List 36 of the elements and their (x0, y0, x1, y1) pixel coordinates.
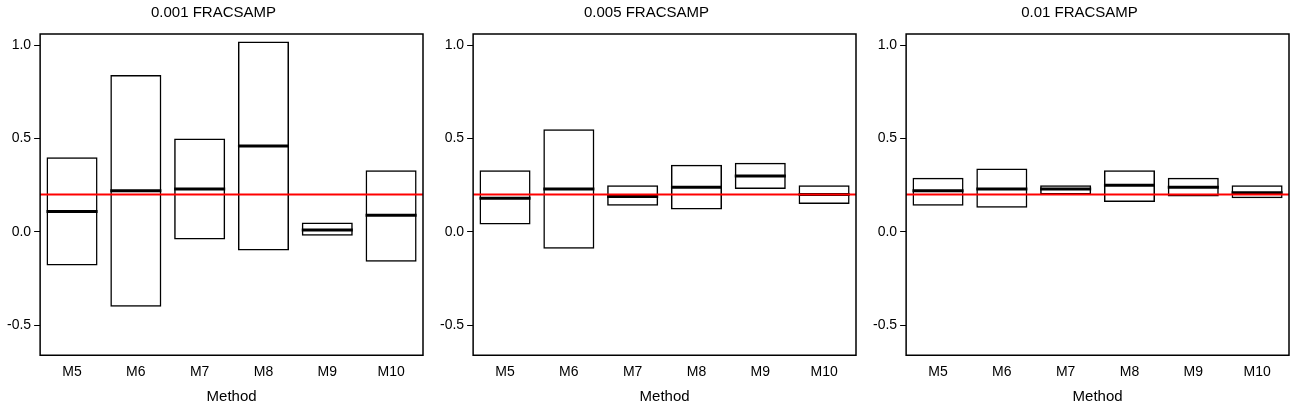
y-tick-label: 0.5 (11, 129, 32, 146)
y-tick-label: 1.0 (11, 36, 32, 53)
chart-title: 0.01 FRACSAMP (1021, 3, 1138, 21)
x-tick-label: M5 (495, 363, 515, 380)
x-axis-title: Method (639, 387, 690, 405)
y-tick-label: 0.0 (877, 222, 898, 239)
y-tick-label: 0.5 (877, 129, 898, 146)
x-tick-label: M8 (686, 363, 707, 380)
x-tick-label: M7 (1055, 363, 1076, 380)
x-tick-label: M10 (377, 363, 405, 380)
x-tick-label: M9 (750, 363, 771, 380)
y-tick-label: -0.5 (7, 316, 32, 333)
x-tick-label: M9 (317, 363, 338, 380)
x-tick-label: M8 (253, 363, 274, 380)
y-tick-label: 0.0 (444, 222, 465, 239)
y-tick-label: 0.0 (11, 222, 32, 239)
x-tick-label: M5 (62, 363, 82, 380)
chart-title: 0.005 FRACSAMP (583, 3, 710, 21)
y-tick-label: -0.5 (440, 316, 465, 333)
y-tick-label: 1.0 (877, 36, 898, 53)
y-tick-label: 0.5 (444, 129, 465, 146)
chart-title: 0.001 FRACSAMP (150, 3, 277, 21)
x-tick-label: M6 (126, 363, 146, 380)
x-axis-title: Method (206, 387, 257, 405)
x-tick-label: M8 (1119, 363, 1140, 380)
x-tick-label: M9 (1183, 363, 1204, 380)
x-tick-label: M7 (189, 363, 210, 380)
x-tick-label: M10 (810, 363, 838, 380)
y-tick-label: 1.0 (444, 36, 465, 53)
x-axis-title: Method (1072, 387, 1123, 405)
x-tick-label: M10 (1243, 363, 1271, 380)
x-tick-label: M6 (559, 363, 579, 380)
x-tick-label: M6 (992, 363, 1012, 380)
y-tick-label: -0.5 (873, 316, 898, 333)
x-tick-label: M7 (622, 363, 643, 380)
x-tick-label: M5 (928, 363, 948, 380)
